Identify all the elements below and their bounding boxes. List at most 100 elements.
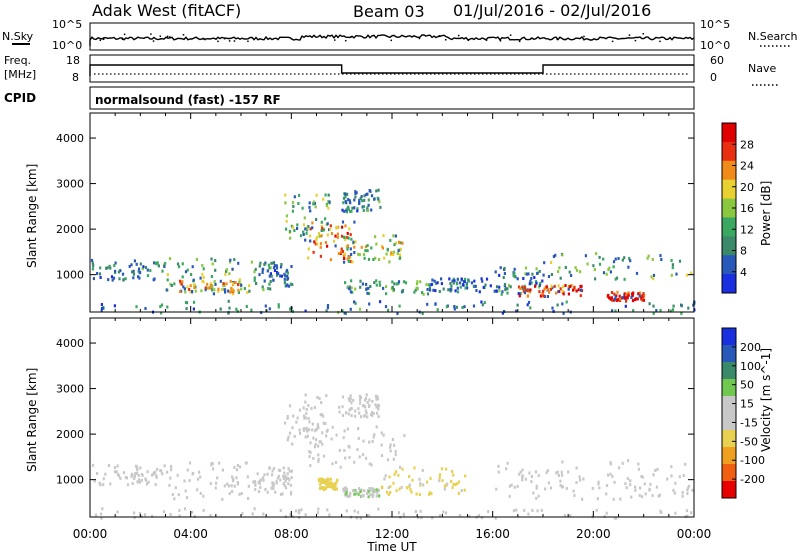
data-cell-r3 <box>286 283 289 287</box>
data-cell-r7 <box>450 479 453 483</box>
data-cell-r10 <box>420 516 423 520</box>
data-cell-r1 <box>228 492 231 496</box>
data-cell-r3 <box>276 273 279 277</box>
data-cell-r4 <box>314 205 317 209</box>
data-cell-r6 <box>366 244 369 248</box>
data-cell-r0 <box>138 276 141 280</box>
data-cell-r10 <box>101 507 104 511</box>
data-cell-r2 <box>182 285 185 289</box>
data-cell-r5 <box>346 231 349 235</box>
data-cell-r1 <box>186 268 189 272</box>
data-cell-r10 <box>356 510 360 514</box>
data-cell-r2 <box>286 472 289 476</box>
data-cell-r2 <box>270 486 273 490</box>
data-cell-r14 <box>670 309 673 313</box>
data-cell-r4 <box>331 425 334 429</box>
data-cell-r0 <box>154 261 157 265</box>
data-cell-r10 <box>359 516 362 520</box>
data-cell-r9 <box>556 470 559 474</box>
data-cell-r8 <box>375 488 378 492</box>
data-cell-r4 <box>285 219 288 223</box>
data-cell-r9 <box>648 487 651 491</box>
data-cell-r10 <box>538 269 541 273</box>
data-cell-r6 <box>397 249 400 253</box>
time-tick-label: 08:00 <box>274 527 309 541</box>
data-cell-r11 <box>594 277 597 281</box>
data-cell-r4 <box>303 216 306 220</box>
data-cell-r10 <box>345 509 348 513</box>
data-cell-r3 <box>261 285 264 289</box>
data-cell-r0 <box>147 480 150 484</box>
data-cell-r1 <box>169 476 172 480</box>
data-cell-r4 <box>326 428 329 432</box>
data-cell-r3 <box>258 264 261 268</box>
nsearch-point <box>444 39 447 41</box>
data-cell-r10 <box>530 281 533 285</box>
data-cell-r9 <box>560 470 563 474</box>
data-cell-r9 <box>681 494 684 498</box>
data-cell-r6 <box>390 251 393 255</box>
data-cell-r0 <box>113 466 117 469</box>
data-cell-r1 <box>183 479 186 483</box>
data-cell-r3 <box>286 415 289 418</box>
data-cell-r14 <box>349 307 352 311</box>
data-cell-r0 <box>99 276 102 279</box>
data-cell-r13 <box>614 295 617 299</box>
data-cell-r7 <box>354 190 357 194</box>
data-cell-r2 <box>223 288 227 292</box>
data-cell-r14 <box>159 305 162 308</box>
data-cell-r2 <box>213 280 216 284</box>
colorbar-swatch <box>722 160 736 181</box>
data-cell-r9 <box>453 279 456 283</box>
data-cell-r4 <box>309 209 312 213</box>
data-cell-r9 <box>557 474 560 477</box>
data-cell-r10 <box>535 281 538 285</box>
data-cell-r13 <box>616 298 620 302</box>
data-cell-r0 <box>153 261 156 265</box>
data-cell-r10 <box>523 508 526 512</box>
data-cell-r9 <box>489 284 492 288</box>
data-cell-r6 <box>336 479 339 483</box>
data-cell-r12 <box>519 287 522 291</box>
data-cell-r10 <box>316 511 320 515</box>
data-cell-r3 <box>288 404 292 408</box>
data-cell-r9 <box>649 482 652 486</box>
data-cell-r4 <box>393 443 396 447</box>
data-cell-r9 <box>452 277 455 281</box>
data-cell-r0 <box>138 267 141 271</box>
data-cell-r1 <box>223 484 226 488</box>
data-cell-r14 <box>245 305 248 308</box>
data-cell-r9 <box>687 484 691 488</box>
data-cell-r3 <box>270 274 273 278</box>
data-cell-r7 <box>366 209 370 213</box>
data-cell-r5 <box>374 403 377 407</box>
data-cell-r9 <box>629 479 632 483</box>
data-cell-r11 <box>685 273 688 277</box>
data-cell-r0 <box>122 471 126 475</box>
data-cell-r8 <box>359 279 362 283</box>
data-cell-r5 <box>358 411 361 415</box>
data-cell-r4 <box>285 214 288 218</box>
data-cell-r11 <box>671 263 674 267</box>
data-cell-r14 <box>659 308 662 312</box>
data-cell-r14 <box>501 311 504 315</box>
data-cell-r13 <box>625 299 628 303</box>
data-cell-r4 <box>288 229 291 233</box>
data-cell-r0 <box>132 276 135 280</box>
data-cell-r2 <box>206 282 209 286</box>
data-cell-r6 <box>398 240 401 244</box>
data-cell-r9 <box>684 462 687 466</box>
data-cell-r6 <box>354 240 357 244</box>
data-cell-r11 <box>647 254 650 258</box>
data-cell-r14 <box>455 305 458 309</box>
data-cell-r1 <box>238 278 241 282</box>
data-cell-r8 <box>348 287 351 291</box>
data-cell-r1 <box>184 270 188 274</box>
data-cell-r10 <box>685 509 689 513</box>
data-cell-r0 <box>155 476 158 479</box>
data-cell-r1 <box>227 484 231 488</box>
data-cell-r10 <box>531 272 534 276</box>
data-cell-r1 <box>243 287 246 291</box>
data-cell-r12 <box>524 286 527 290</box>
data-cell-r2 <box>266 490 269 494</box>
